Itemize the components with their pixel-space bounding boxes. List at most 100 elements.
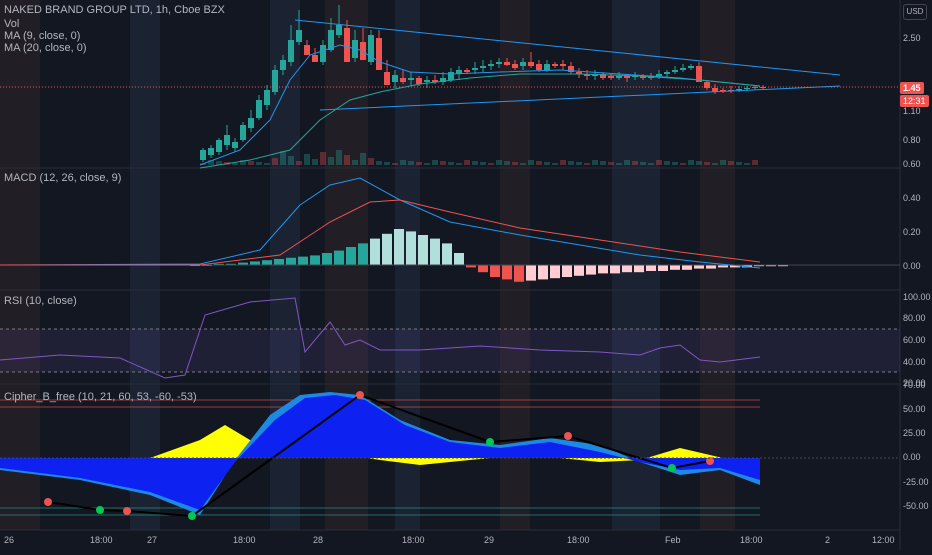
ma9-line <box>199 44 761 166</box>
price-candle <box>400 78 406 82</box>
volume-bar <box>680 163 686 165</box>
cipher-tick: 0.00 <box>903 452 921 462</box>
price-candle <box>240 125 246 140</box>
price-candle <box>320 45 326 62</box>
time-label: Feb <box>665 535 681 545</box>
price-candle <box>560 64 566 66</box>
volume-bar <box>488 163 494 165</box>
price-candle <box>368 35 374 62</box>
price-candle <box>616 76 622 78</box>
volume-bar <box>560 160 566 165</box>
volume-bar <box>352 160 358 165</box>
cipher-wave2-area <box>0 395 760 510</box>
macd-histogram-bar <box>430 238 440 265</box>
time-label: 18:00 <box>90 535 113 545</box>
volume-bar <box>416 162 422 165</box>
macd-histogram-bar <box>670 265 680 270</box>
volume-bar <box>584 163 590 165</box>
price-candle <box>232 142 238 148</box>
price-candle <box>296 30 302 42</box>
macd-histogram-bar <box>634 265 644 273</box>
volume-bar <box>248 161 254 165</box>
trendline-lower <box>319 85 841 111</box>
volume-bar <box>208 160 214 165</box>
volume-bar <box>400 160 406 165</box>
last-price-badge: 1.45 <box>900 82 924 94</box>
price-candle <box>552 64 558 66</box>
volume-bar <box>360 153 366 165</box>
macd-histogram-bar <box>418 235 428 265</box>
macd-histogram-bar <box>502 265 512 280</box>
price-candle <box>664 72 670 74</box>
macd-histogram-bar <box>238 262 248 265</box>
volume-bar <box>240 160 246 165</box>
price-candle <box>688 66 694 68</box>
volume-label: Vol <box>4 18 20 30</box>
price-candle <box>312 55 318 62</box>
macd-histogram-bar <box>370 238 380 265</box>
macd-histogram-bar <box>598 265 608 274</box>
price-tick: 0.80 <box>903 135 921 145</box>
price-candle <box>504 62 510 65</box>
macd-histogram-bar <box>706 265 716 269</box>
trendline-upper <box>294 19 841 76</box>
price-tick: 2.50 <box>903 33 921 43</box>
price-candle <box>392 75 398 82</box>
price-candle <box>544 64 550 70</box>
macd-histogram-bar <box>622 265 632 273</box>
time-label: 18:00 <box>740 535 763 545</box>
price-candle <box>224 135 230 145</box>
price-candle <box>528 62 534 66</box>
price-candle <box>288 40 294 62</box>
macd-histogram-bar <box>766 265 776 267</box>
volume-bar <box>608 162 614 165</box>
macd-histogram-bar <box>250 261 260 265</box>
macd-histogram-bar <box>478 265 488 273</box>
macd-histogram-bar <box>454 253 464 265</box>
price-candle <box>712 88 718 92</box>
volume-bar <box>432 160 438 165</box>
macd-histogram-bar <box>514 265 524 282</box>
ma9-label: MA (9, close, 0) <box>4 30 81 42</box>
volume-bar <box>312 159 318 165</box>
macd-histogram-bar <box>466 265 476 268</box>
volume-bar <box>512 162 518 165</box>
volume-bar <box>752 160 758 165</box>
price-candle <box>272 70 278 92</box>
volume-bar <box>736 162 742 165</box>
macd-tick: 0.20 <box>903 227 921 237</box>
volume-bar <box>392 163 398 165</box>
price-candle <box>600 74 606 78</box>
time-label: 29 <box>484 535 495 545</box>
price-candle <box>480 66 486 68</box>
cipher-tick: -25.00 <box>903 477 929 487</box>
volume-bar <box>272 158 278 165</box>
price-candle <box>464 70 470 72</box>
price-candle <box>640 76 646 78</box>
volume-bar <box>480 162 486 165</box>
volume-bar <box>528 160 534 165</box>
price-tick: 0.60 <box>903 159 921 169</box>
rsi-tick: 100.00 <box>903 292 931 302</box>
volume-bar <box>440 161 446 165</box>
volume-bar <box>688 160 694 165</box>
cipher-tick: 70.00 <box>903 380 926 390</box>
volume-bar <box>368 158 374 165</box>
macd-histogram-bar <box>490 265 500 277</box>
rsi-tick: 80.00 <box>903 313 926 323</box>
volume-bar <box>632 161 638 165</box>
volume-bar <box>496 160 502 165</box>
macd-histogram-bar <box>214 263 224 265</box>
symbol-title: NAKED BRAND GROUP LTD, 1h, Cboe BZX <box>4 4 225 16</box>
volume-bar <box>672 162 678 165</box>
volume-bar <box>288 156 294 165</box>
volume-bar <box>664 161 670 165</box>
macd-histogram-bar <box>778 265 788 267</box>
cipher-tick: 25.00 <box>903 428 926 438</box>
volume-bar <box>552 163 558 165</box>
price-candle <box>704 82 710 88</box>
volume-bar <box>448 162 454 165</box>
currency-button[interactable]: USD <box>903 4 927 20</box>
